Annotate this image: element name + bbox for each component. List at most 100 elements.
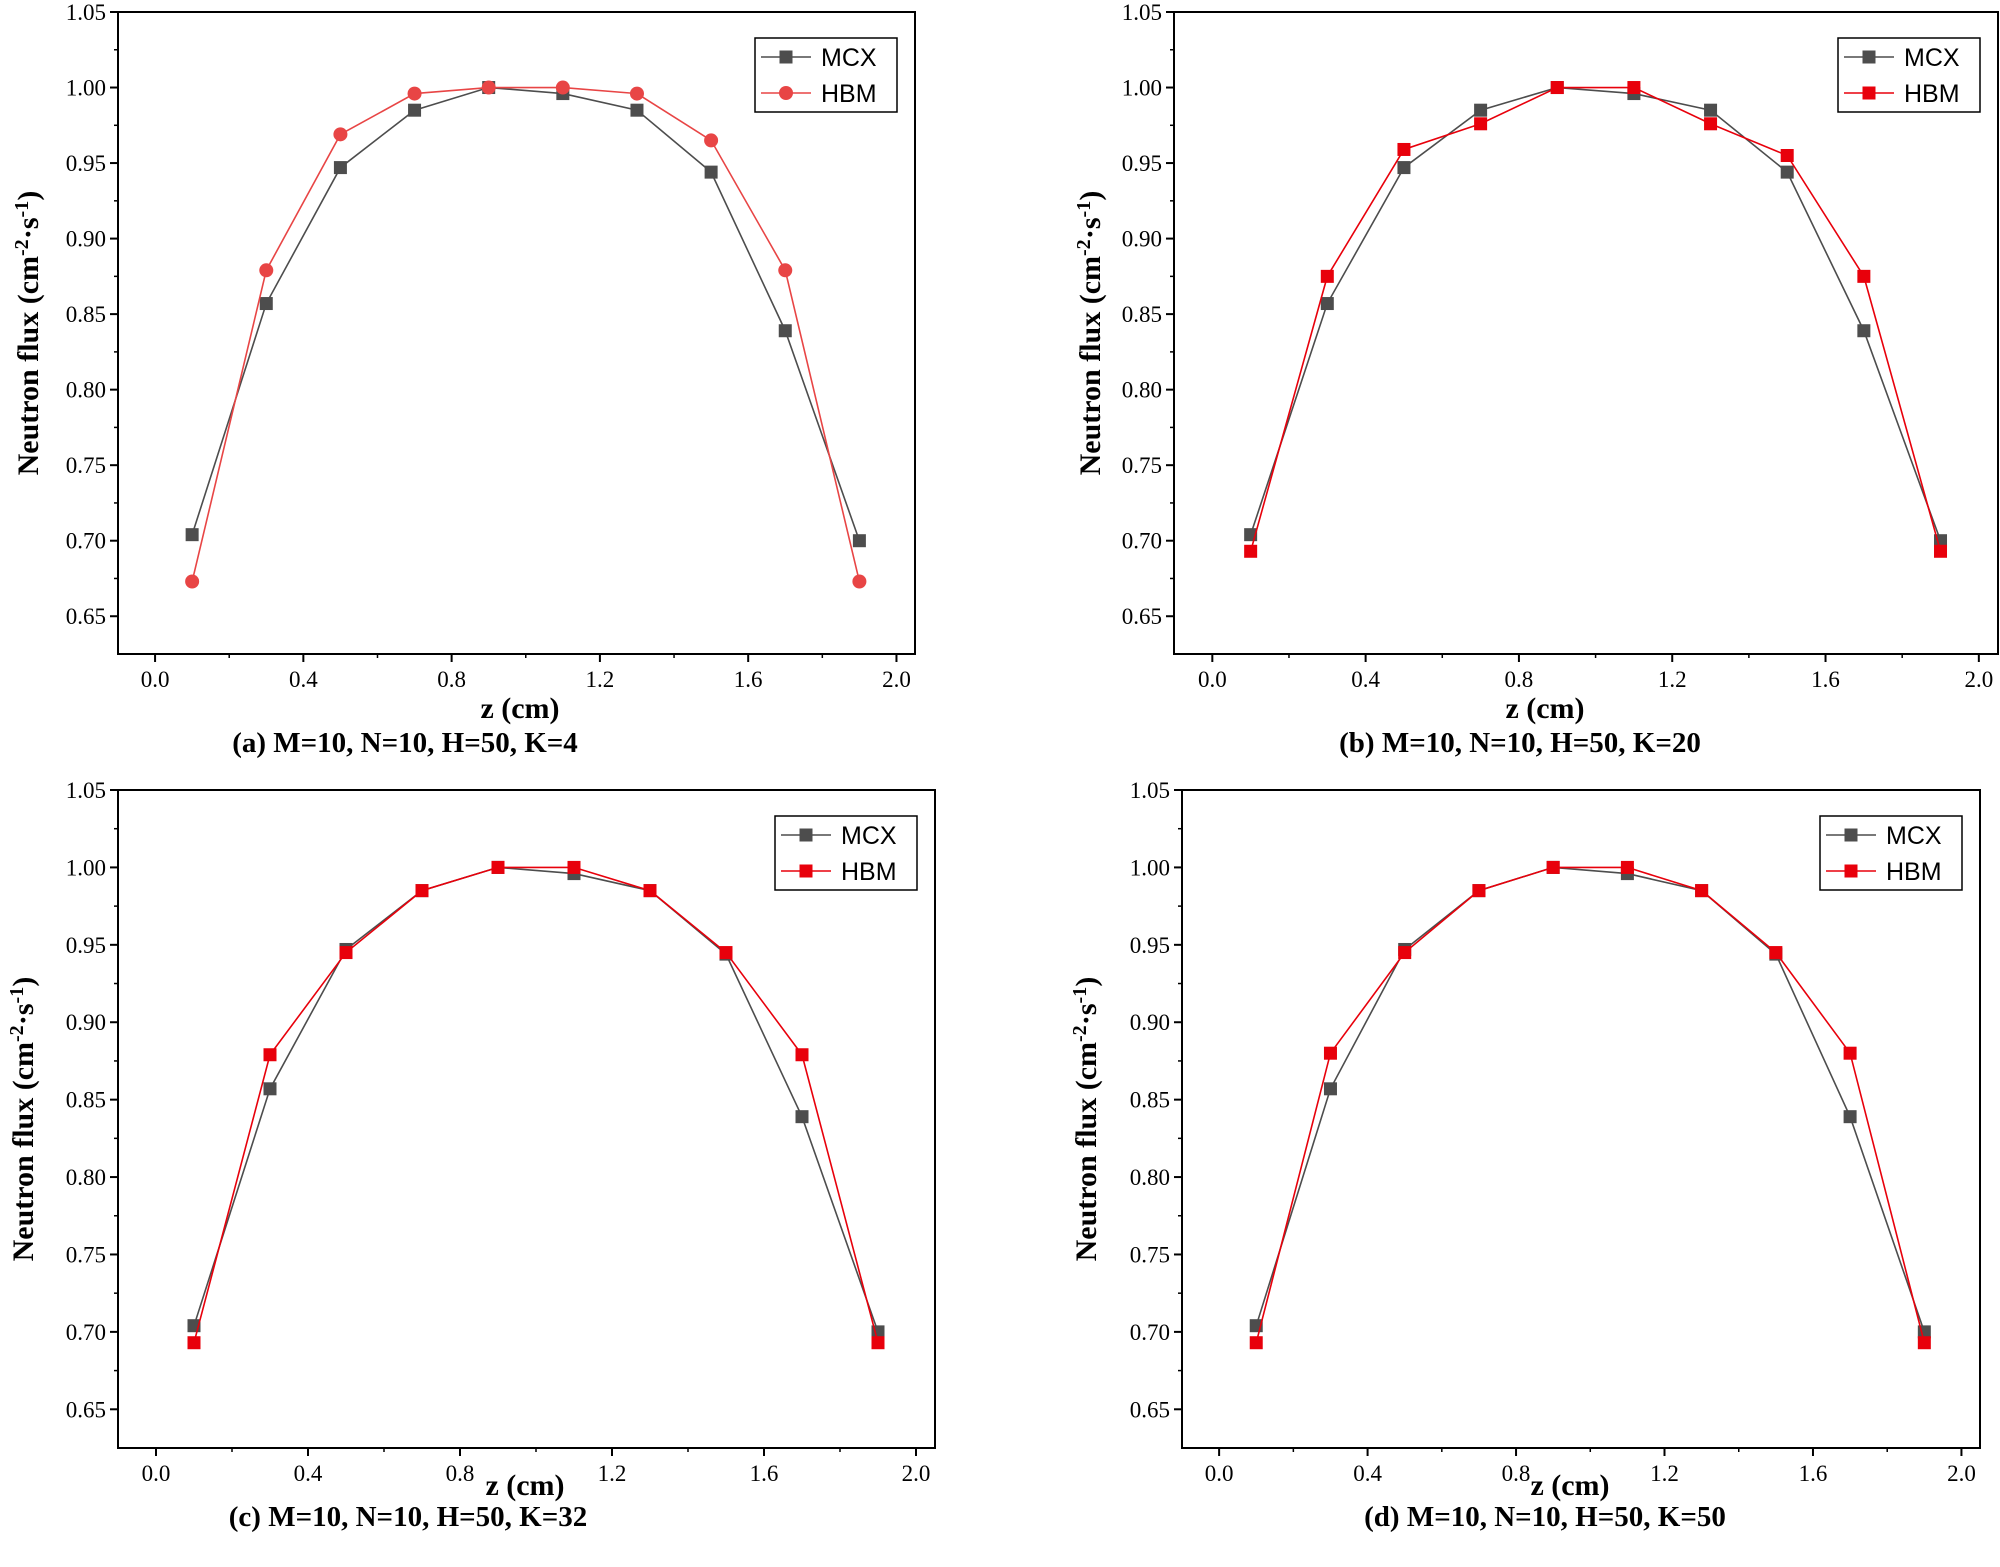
data-point-mcx	[795, 1110, 809, 1124]
y-tick-label: 0.70	[1122, 529, 1162, 554]
panel-b: 0.65 0.70 0.75 0.80 0.85 0.90 0.95 1.00 1.05 0.0 0…	[1073, 0, 1999, 759]
data-point-hbm	[1857, 269, 1871, 283]
x-tick-label: 2.0	[902, 1461, 931, 1486]
data-point-mcx	[1323, 1082, 1337, 1096]
data-point-hbm	[852, 574, 867, 589]
data-point-hbm	[1397, 142, 1411, 156]
x-tick-label: 1.2	[586, 667, 615, 692]
x-tick-label: 0.0	[1198, 667, 1227, 692]
data-point-hbm	[1550, 81, 1564, 95]
y-tick-label: 0.70	[1130, 1320, 1170, 1345]
y-axis-title: Neutron flux (cm-2 ·s-1 )	[6, 977, 40, 1262]
data-point-mcx	[852, 534, 866, 548]
x-axis-title: z (cm)	[485, 1469, 564, 1502]
x-tick-label: 0.4	[1351, 667, 1380, 692]
data-point-mcx	[1857, 324, 1871, 338]
series-line-hbm	[1249, 86, 1942, 552]
series-line-mcx	[1255, 866, 1926, 1333]
data-point-mcx	[259, 297, 273, 311]
y-tick-label: 0.90	[66, 1010, 106, 1035]
legend-label-hbm: HBM	[841, 858, 897, 886]
legend-label-mcx: MCX	[841, 822, 897, 850]
x-tick-label: 1.2	[1658, 667, 1687, 692]
data-point-hbm	[1620, 860, 1634, 874]
x-axis-title: z (cm)	[1530, 1469, 1609, 1502]
legend-box	[1837, 37, 1981, 113]
data-point-hbm	[339, 946, 353, 960]
legend-marker-hbm	[1862, 86, 1876, 100]
x-tick-label: 1.2	[598, 1461, 627, 1486]
y-tick-label: 0.70	[66, 1320, 106, 1345]
legend-label-hbm: HBM	[1904, 80, 1960, 108]
data-point-mcx	[1780, 165, 1794, 179]
plot-frame	[1181, 789, 1981, 1449]
y-tick-label: 0.80	[1122, 378, 1162, 403]
series-line-hbm	[191, 86, 861, 582]
y-tick-label: 0.80	[1130, 1165, 1170, 1190]
y-tick-label: 1.00	[66, 855, 106, 880]
x-tick-label: 0.8	[1505, 667, 1534, 692]
data-point-hbm	[263, 1048, 277, 1062]
data-point-mcx	[1397, 161, 1411, 175]
x-tick-label: 0.8	[1502, 1461, 1531, 1486]
data-point-hbm	[259, 263, 274, 278]
x-tick-label: 2.0	[1964, 667, 1993, 692]
panel-caption: (a) M=10, N=10, H=50, K=4	[232, 727, 578, 759]
data-point-hbm	[704, 133, 719, 148]
y-tick-label: 0.90	[1130, 1010, 1170, 1035]
y-axis-title: Neutron flux (cm-2 ·s-1 )	[1073, 191, 1107, 476]
y-tick-label: 0.80	[66, 378, 106, 403]
legend-label-hbm: HBM	[1886, 858, 1942, 886]
x-tick-label: 2.0	[1947, 1461, 1976, 1486]
y-tick-label: 0.75	[1130, 1242, 1170, 1267]
y-tick-label: 0.75	[1122, 453, 1162, 478]
y-axis-title: Neutron flux (cm-2 ·s-1 )	[11, 191, 45, 476]
legend-marker-mcx	[1862, 50, 1876, 64]
legend-label-mcx: MCX	[821, 44, 877, 72]
x-tick-label: 0.4	[289, 667, 318, 692]
data-point-hbm	[1320, 269, 1334, 283]
plot-frame	[117, 789, 936, 1449]
data-point-mcx	[630, 103, 644, 117]
panel-caption: (c) M=10, N=10, H=50, K=32	[229, 1501, 587, 1533]
y-tick-label: 0.85	[1130, 1088, 1170, 1113]
y-tick-label: 0.65	[66, 1397, 106, 1422]
x-tick-label: 1.2	[1650, 1461, 1679, 1486]
legend-marker-hbm	[1844, 864, 1858, 878]
legend-marker-mcx	[799, 828, 813, 842]
legend-box	[774, 815, 918, 891]
legend-label-mcx: MCX	[1904, 44, 1960, 72]
x-tick-label: 1.6	[1811, 667, 1840, 692]
legend-marker-mcx	[1844, 828, 1858, 842]
y-tick-label: 0.85	[66, 1088, 106, 1113]
x-tick-label: 0.4	[294, 1461, 323, 1486]
data-point-mcx	[408, 103, 422, 117]
x-tick-label: 2.0	[882, 667, 911, 692]
series-line-hbm	[1255, 866, 1926, 1343]
data-point-hbm	[1546, 860, 1560, 874]
legend-label-mcx: MCX	[1886, 822, 1942, 850]
x-tick-label: 0.0	[1205, 1461, 1234, 1486]
y-tick-label: 0.65	[1122, 604, 1162, 629]
data-point-mcx	[333, 161, 347, 175]
data-point-hbm	[1917, 1336, 1931, 1350]
x-axis-title: z (cm)	[1505, 692, 1584, 725]
data-point-mcx	[263, 1082, 277, 1096]
legend-box	[1819, 815, 1963, 891]
data-point-hbm	[1474, 117, 1488, 131]
data-point-hbm	[1769, 946, 1783, 960]
y-tick-label: 0.65	[66, 604, 106, 629]
x-tick-label: 0.0	[142, 1461, 171, 1486]
y-tick-label: 1.05	[1130, 778, 1170, 803]
data-point-hbm	[1780, 149, 1794, 163]
data-point-hbm	[187, 1336, 201, 1350]
legend-label-hbm: HBM	[821, 80, 877, 108]
x-tick-label: 0.8	[437, 667, 466, 692]
x-axis-title: z (cm)	[480, 692, 559, 725]
panel-caption: (b) M=10, N=10, H=50, K=20	[1339, 727, 1701, 759]
data-point-hbm	[1323, 1046, 1337, 1060]
y-axis-title: Neutron flux (cm-2 ·s-1 )	[1069, 977, 1103, 1262]
data-point-hbm	[555, 80, 570, 95]
panel-a: 0.65 0.70 0.75 0.80 0.85 0.90 0.95 1.00 1.05 0.0 0…	[11, 0, 916, 759]
